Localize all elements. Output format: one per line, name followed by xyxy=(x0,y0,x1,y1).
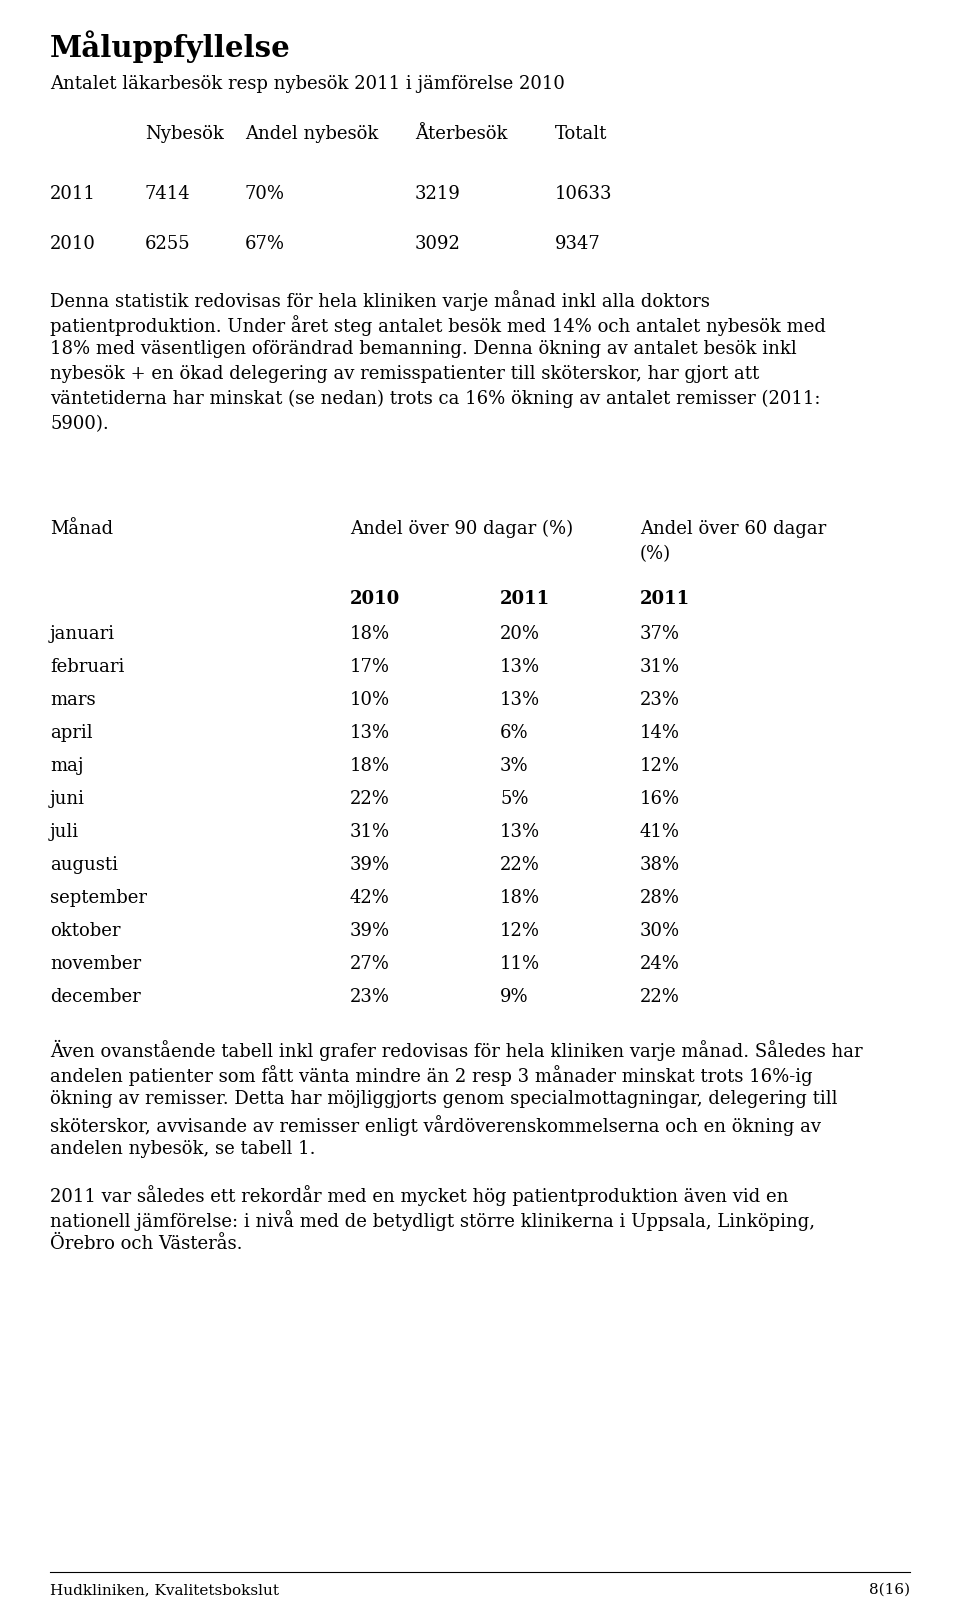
Text: 10633: 10633 xyxy=(555,185,612,203)
Text: 20%: 20% xyxy=(500,625,540,643)
Text: 13%: 13% xyxy=(500,657,540,677)
Text: mars: mars xyxy=(50,691,96,709)
Text: 3%: 3% xyxy=(500,757,529,775)
Text: juni: juni xyxy=(50,789,85,809)
Text: Även ovanstående tabell inkl grafer redovisas för hela kliniken varje månad. Sål: Även ovanstående tabell inkl grafer redo… xyxy=(50,1041,863,1062)
Text: 13%: 13% xyxy=(500,823,540,841)
Text: 6%: 6% xyxy=(500,723,529,743)
Text: 18%: 18% xyxy=(350,757,390,775)
Text: 10%: 10% xyxy=(350,691,390,709)
Text: väntetiderna har minskat (se nedan) trots ca 16% ökning av antalet remisser (201: väntetiderna har minskat (se nedan) trot… xyxy=(50,390,821,408)
Text: 31%: 31% xyxy=(640,657,680,677)
Text: 39%: 39% xyxy=(350,855,390,875)
Text: 2011 var således ett rekordår med en mycket hög patientproduktion även vid en: 2011 var således ett rekordår med en myc… xyxy=(50,1186,788,1207)
Text: 18%: 18% xyxy=(350,625,390,643)
Text: 17%: 17% xyxy=(350,657,390,677)
Text: Måluppfyllelse: Måluppfyllelse xyxy=(50,31,291,63)
Text: oktober: oktober xyxy=(50,921,121,939)
Text: 11%: 11% xyxy=(500,955,540,973)
Text: 39%: 39% xyxy=(350,921,390,939)
Text: 24%: 24% xyxy=(640,955,680,973)
Text: juli: juli xyxy=(50,823,79,841)
Text: Återbesök: Återbesök xyxy=(415,126,508,143)
Text: Nybesök: Nybesök xyxy=(145,126,224,143)
Text: 67%: 67% xyxy=(245,235,285,253)
Text: 12%: 12% xyxy=(640,757,680,775)
Text: 2010: 2010 xyxy=(350,590,400,607)
Text: 42%: 42% xyxy=(350,889,390,907)
Text: 23%: 23% xyxy=(640,691,680,709)
Text: augusti: augusti xyxy=(50,855,118,875)
Text: Andel nybesök: Andel nybesök xyxy=(245,126,378,143)
Text: 5900).: 5900). xyxy=(50,416,108,433)
Text: patientproduktion. Under året steg antalet besök med 14% och antalet nybesök med: patientproduktion. Under året steg antal… xyxy=(50,316,826,337)
Text: 22%: 22% xyxy=(640,988,680,1005)
Text: Andel över 90 dagar (%): Andel över 90 dagar (%) xyxy=(350,520,573,538)
Text: 31%: 31% xyxy=(350,823,390,841)
Text: 13%: 13% xyxy=(500,691,540,709)
Text: 28%: 28% xyxy=(640,889,680,907)
Text: 13%: 13% xyxy=(350,723,390,743)
Text: 9347: 9347 xyxy=(555,235,601,253)
Text: 41%: 41% xyxy=(640,823,680,841)
Text: 16%: 16% xyxy=(640,789,680,809)
Text: (%): (%) xyxy=(640,545,671,562)
Text: Hudkliniken, Kvalitetsbokslut: Hudkliniken, Kvalitetsbokslut xyxy=(50,1584,279,1597)
Text: november: november xyxy=(50,955,141,973)
Text: 14%: 14% xyxy=(640,723,680,743)
Text: 2011: 2011 xyxy=(500,590,550,607)
Text: andelen patienter som fått vänta mindre än 2 resp 3 månader minskat trots 16%-ig: andelen patienter som fått vänta mindre … xyxy=(50,1065,812,1086)
Text: maj: maj xyxy=(50,757,84,775)
Text: september: september xyxy=(50,889,147,907)
Text: 6255: 6255 xyxy=(145,235,191,253)
Text: 12%: 12% xyxy=(500,921,540,939)
Text: 23%: 23% xyxy=(350,988,390,1005)
Text: 38%: 38% xyxy=(640,855,680,875)
Text: Örebro och Västerås.: Örebro och Västerås. xyxy=(50,1236,243,1253)
Text: 27%: 27% xyxy=(350,955,390,973)
Text: 8(16): 8(16) xyxy=(869,1584,910,1597)
Text: sköterskor, avvisande av remisser enligt vårdöverenskommelserna och en ökning av: sköterskor, avvisande av remisser enligt… xyxy=(50,1115,821,1136)
Text: nationell jämförelse: i nivå med de betydligt större klinikerna i Uppsala, Linkö: nationell jämförelse: i nivå med de bety… xyxy=(50,1210,815,1231)
Text: april: april xyxy=(50,723,92,743)
Text: 2011: 2011 xyxy=(50,185,96,203)
Text: 7414: 7414 xyxy=(145,185,191,203)
Text: 2010: 2010 xyxy=(50,235,96,253)
Text: Antalet läkarbesök resp nybesök 2011 i jämförelse 2010: Antalet läkarbesök resp nybesök 2011 i j… xyxy=(50,76,564,93)
Text: 3092: 3092 xyxy=(415,235,461,253)
Text: Månad: Månad xyxy=(50,520,113,538)
Text: 18% med väsentligen oförändrad bemanning. Denna ökning av antalet besök inkl: 18% med väsentligen oförändrad bemanning… xyxy=(50,340,797,358)
Text: 2011: 2011 xyxy=(640,590,690,607)
Text: 37%: 37% xyxy=(640,625,680,643)
Text: 9%: 9% xyxy=(500,988,529,1005)
Text: 30%: 30% xyxy=(640,921,680,939)
Text: Andel över 60 dagar: Andel över 60 dagar xyxy=(640,520,827,538)
Text: ökning av remisser. Detta har möjliggjorts genom specialmottagningar, delegering: ökning av remisser. Detta har möjliggjor… xyxy=(50,1091,837,1108)
Text: februari: februari xyxy=(50,657,125,677)
Text: 5%: 5% xyxy=(500,789,529,809)
Text: Totalt: Totalt xyxy=(555,126,608,143)
Text: januari: januari xyxy=(50,625,115,643)
Text: 22%: 22% xyxy=(350,789,390,809)
Text: 3219: 3219 xyxy=(415,185,461,203)
Text: Denna statistik redovisas för hela kliniken varje månad inkl alla doktors: Denna statistik redovisas för hela klini… xyxy=(50,290,709,311)
Text: 22%: 22% xyxy=(500,855,540,875)
Text: december: december xyxy=(50,988,141,1005)
Text: nybesök + en ökad delegering av remisspatienter till sköterskor, har gjort att: nybesök + en ökad delegering av remisspa… xyxy=(50,366,759,383)
Text: 18%: 18% xyxy=(500,889,540,907)
Text: 70%: 70% xyxy=(245,185,285,203)
Text: andelen nybesök, se tabell 1.: andelen nybesök, se tabell 1. xyxy=(50,1141,316,1158)
